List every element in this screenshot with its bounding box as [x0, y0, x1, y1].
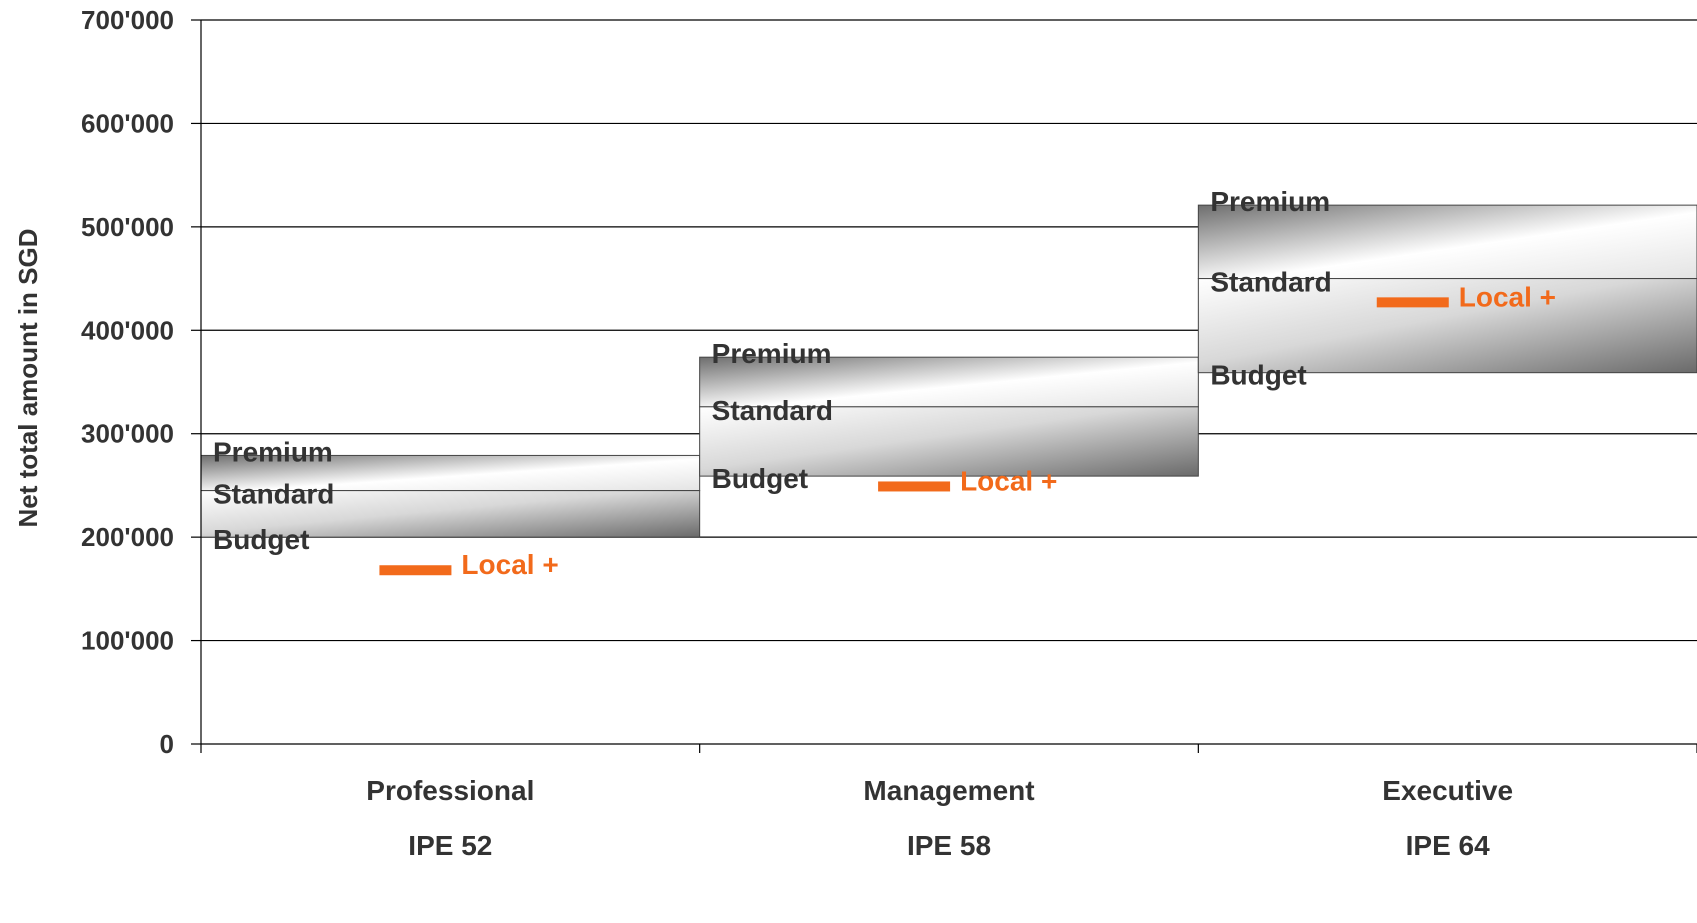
local-plus-label: Local +: [1459, 281, 1556, 312]
local-plus-label: Local +: [461, 549, 558, 580]
local-plus-marker: [379, 565, 452, 576]
tier-label-standard: Standard: [712, 395, 833, 426]
axes: [191, 19, 1697, 753]
local-plus-label: Local +: [960, 465, 1057, 496]
category-sublabel: IPE 58: [907, 830, 991, 861]
category-label: Professional: [366, 775, 534, 806]
y-tick-label: 0: [160, 729, 174, 759]
y-axis-title: Net total amount in SGD: [13, 229, 43, 528]
category-sublabel: IPE 52: [408, 830, 492, 861]
y-tick-label: 400'000: [81, 315, 174, 345]
category-sublabel: IPE 64: [1406, 830, 1490, 861]
local-plus-marker: [1376, 297, 1449, 308]
category-label: Management: [863, 775, 1034, 806]
y-tick-label: 100'000: [81, 626, 174, 656]
range-bands: [200, 204, 1697, 576]
tier-label-standard: Standard: [1210, 267, 1331, 298]
band-budget-standard: [1197, 278, 1697, 374]
category-label: Executive: [1382, 775, 1513, 806]
labels: 0 100'000 200'000 300'000 400'000 500'000 600'…: [81, 5, 1556, 861]
band-budget-standard: [699, 406, 1199, 477]
tier-label-budget: Budget: [1210, 360, 1306, 391]
y-tick-label: 700'000: [81, 5, 174, 35]
band-budget-standard: [200, 490, 701, 538]
tier-label-premium: Premium: [712, 338, 832, 369]
tier-label-premium: Premium: [213, 436, 333, 467]
band-standard-premium: [1197, 204, 1697, 280]
y-tick-label: 500'000: [81, 212, 174, 242]
y-tick-label: 300'000: [81, 419, 174, 449]
y-tick-label: 200'000: [81, 522, 174, 552]
y-tick-label: 600'000: [81, 108, 174, 138]
tier-label-budget: Budget: [213, 524, 309, 555]
tier-label-premium: Premium: [1210, 186, 1330, 217]
tier-label-standard: Standard: [213, 479, 334, 510]
band-standard-premium: [699, 356, 1199, 408]
local-plus-marker: [878, 481, 951, 492]
tier-label-budget: Budget: [712, 463, 808, 494]
